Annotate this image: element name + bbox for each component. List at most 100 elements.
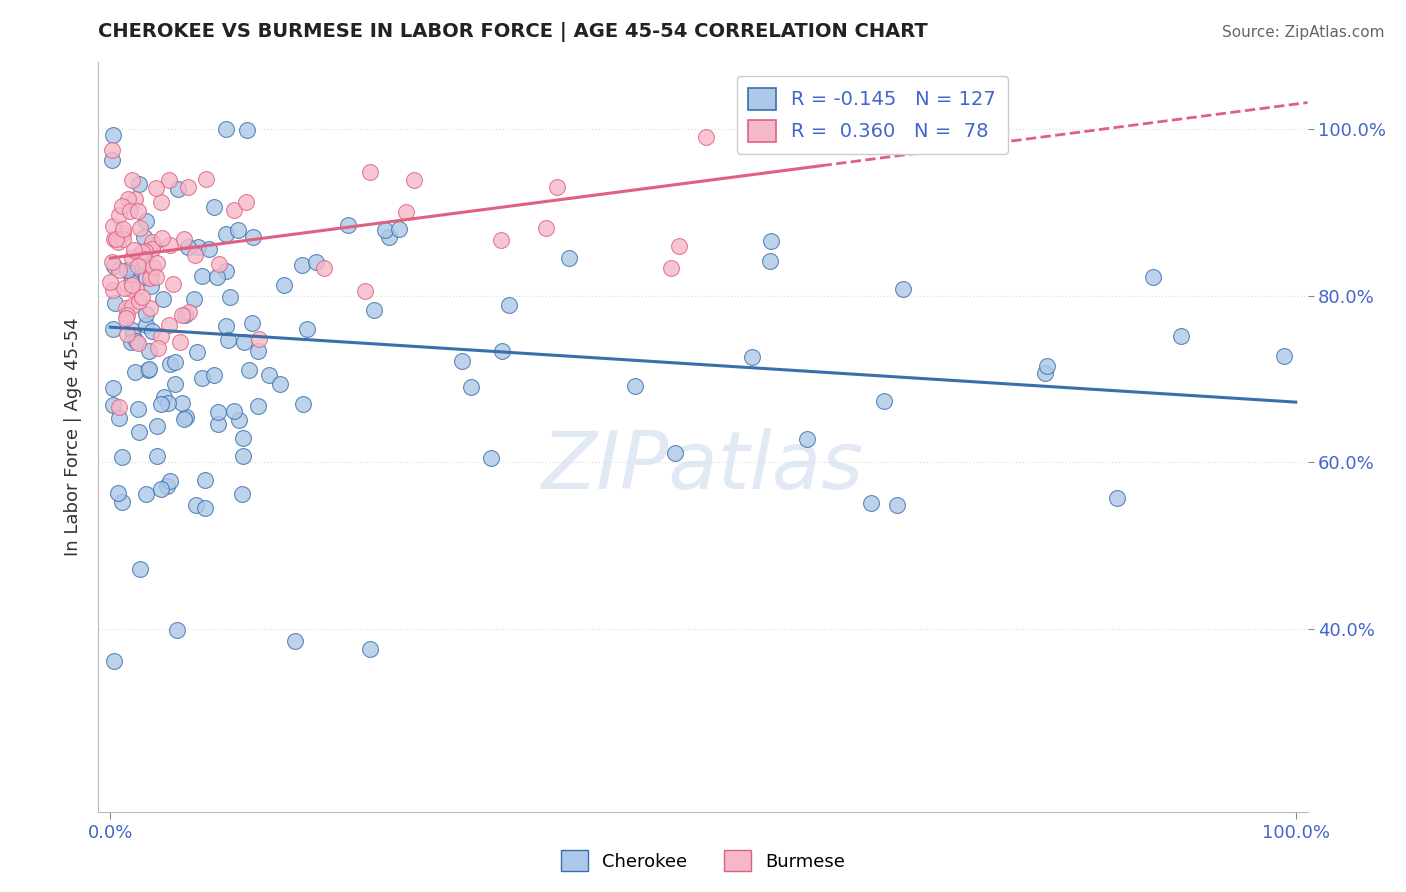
Point (142, 260, 165, 275)
Point (121, 323, 143, 337)
Point (246, 343, 269, 358)
Legend: Cherokee, Burmese: Cherokee, Burmese (554, 843, 852, 879)
Point (124, 365, 146, 379)
Point (162, 277, 184, 291)
Point (186, 344, 208, 359)
Point (101, 153, 124, 168)
Point (186, 499, 208, 513)
Point (127, 335, 149, 350)
Point (146, 341, 169, 355)
Point (107, 486, 129, 500)
Point (100, 275, 122, 289)
Point (142, 237, 165, 252)
Point (269, 377, 291, 392)
Point (103, 654, 125, 668)
Point (759, 254, 782, 268)
Point (183, 292, 205, 306)
Point (128, 425, 150, 439)
Point (668, 239, 690, 253)
Text: Source: ZipAtlas.com: Source: ZipAtlas.com (1222, 25, 1385, 40)
Point (101, 283, 124, 297)
Point (194, 473, 217, 487)
Text: ZIPatlas: ZIPatlas (541, 428, 865, 506)
Point (1036, 359, 1059, 373)
Point (141, 324, 163, 338)
Point (101, 255, 124, 269)
Point (166, 624, 188, 638)
Point (145, 449, 167, 463)
Text: CHEROKEE VS BURMESE IN LABOR FORCE | AGE 45-54 CORRELATION CHART: CHEROKEE VS BURMESE IN LABOR FORCE | AGE… (98, 22, 928, 43)
Point (354, 284, 377, 298)
Point (232, 449, 254, 463)
Point (218, 290, 240, 304)
Point (246, 399, 269, 413)
Point (127, 259, 149, 273)
Point (125, 282, 148, 296)
Point (120, 282, 142, 296)
Point (132, 230, 155, 244)
Point (115, 311, 138, 326)
Point (152, 390, 174, 404)
Point (146, 256, 169, 270)
Point (695, 130, 717, 145)
Point (104, 295, 127, 310)
Point (150, 483, 173, 497)
Point (374, 223, 396, 237)
Point (120, 275, 142, 289)
Point (145, 269, 167, 284)
Point (359, 642, 381, 657)
Point (104, 231, 127, 245)
Point (242, 230, 264, 244)
Point (159, 237, 181, 252)
Point (120, 268, 142, 283)
Point (886, 498, 908, 512)
Point (135, 318, 157, 333)
Point (179, 305, 201, 319)
Point (235, 123, 257, 137)
Point (173, 232, 195, 246)
Point (117, 192, 139, 206)
Point (224, 203, 246, 218)
Point (135, 213, 157, 227)
Point (207, 405, 229, 419)
Point (873, 394, 896, 409)
Point (1170, 328, 1192, 343)
Point (231, 486, 253, 500)
Point (121, 173, 143, 187)
Point (157, 318, 180, 332)
Point (121, 251, 143, 265)
Point (134, 244, 156, 259)
Point (138, 344, 160, 359)
Point (233, 335, 256, 350)
Point (131, 290, 153, 304)
Point (124, 192, 146, 206)
Point (108, 400, 131, 414)
Point (194, 172, 217, 186)
Point (232, 431, 254, 445)
Point (141, 279, 163, 293)
Point (238, 362, 260, 376)
Point (132, 252, 155, 267)
Point (404, 172, 426, 186)
Point (395, 205, 418, 219)
Point (127, 401, 149, 416)
Point (129, 562, 152, 576)
Point (177, 240, 200, 254)
Point (139, 301, 162, 315)
Point (860, 496, 883, 510)
Point (108, 208, 131, 222)
Point (111, 232, 134, 246)
Point (131, 244, 153, 259)
Point (305, 254, 328, 268)
Point (169, 334, 191, 349)
Point (460, 380, 482, 394)
Point (141, 268, 163, 282)
Point (363, 303, 385, 318)
Point (103, 232, 125, 246)
Y-axis label: In Labor Force | Age 45-54: In Labor Force | Age 45-54 (63, 318, 82, 557)
Point (167, 182, 190, 196)
Point (174, 410, 197, 425)
Point (111, 495, 134, 509)
Point (141, 242, 163, 256)
Legend: R = -0.145   N = 127, R =  0.360   N =  78: R = -0.145 N = 127, R = 0.360 N = 78 (737, 76, 1008, 154)
